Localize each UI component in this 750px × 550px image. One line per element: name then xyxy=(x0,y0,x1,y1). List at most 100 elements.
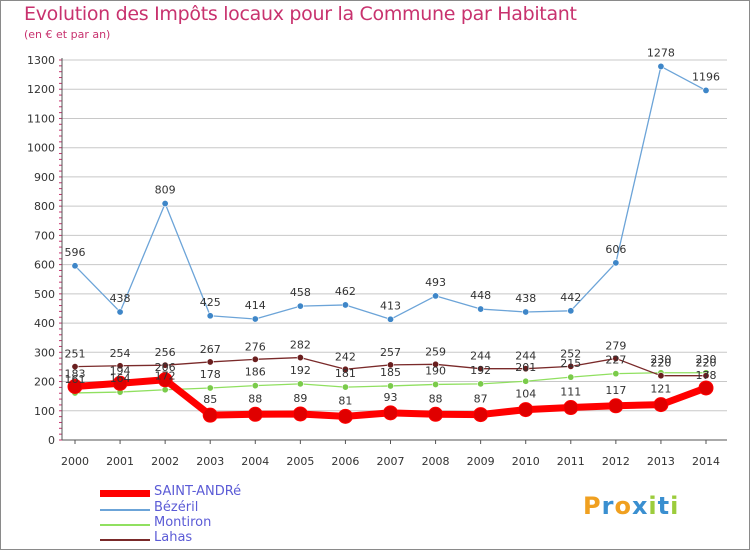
y-tick-label: 100 xyxy=(34,405,55,418)
data-point xyxy=(518,402,534,418)
data-label: 215 xyxy=(560,357,581,370)
data-point xyxy=(161,386,169,394)
data-point xyxy=(161,200,169,208)
x-tick-label: 2014 xyxy=(692,455,720,468)
data-point xyxy=(71,363,79,371)
logo-letter: i xyxy=(648,492,658,520)
data-point xyxy=(116,362,124,370)
data-label: 251 xyxy=(65,348,86,361)
data-label: 178 xyxy=(200,368,221,381)
y-tick-label: 800 xyxy=(34,200,55,213)
data-point xyxy=(251,355,259,363)
y-tick-label: 900 xyxy=(34,171,55,184)
data-label: 190 xyxy=(425,364,446,377)
x-tick-label: 2012 xyxy=(602,455,630,468)
data-point xyxy=(341,383,349,391)
data-label: 257 xyxy=(380,346,401,359)
y-tick-label: 500 xyxy=(34,288,55,301)
data-point xyxy=(473,407,489,423)
logo-letter: r xyxy=(601,492,615,520)
data-point xyxy=(296,302,304,310)
data-point xyxy=(567,362,575,370)
data-point xyxy=(608,398,624,414)
data-point xyxy=(386,315,394,323)
data-point xyxy=(432,380,440,388)
data-label: 201 xyxy=(515,361,536,374)
data-label: 185 xyxy=(380,366,401,379)
data-label: 438 xyxy=(110,292,131,305)
data-label: 1196 xyxy=(692,70,720,83)
legend-swatch xyxy=(100,490,150,497)
logo-letter: P xyxy=(583,492,602,520)
data-label: 220 xyxy=(650,357,671,370)
y-tick-label: 200 xyxy=(34,376,55,389)
data-label: 220 xyxy=(696,357,717,370)
data-label: 1278 xyxy=(647,46,675,59)
x-tick-label: 2011 xyxy=(557,455,585,468)
y-tick-label: 1200 xyxy=(27,83,55,96)
legend-label: SAINT-ANDRé xyxy=(154,484,242,499)
data-point xyxy=(477,380,485,388)
data-label: 254 xyxy=(110,347,131,360)
data-point xyxy=(567,307,575,315)
data-label: 596 xyxy=(65,246,86,259)
data-label: 230 xyxy=(696,353,717,366)
data-label: 442 xyxy=(560,291,581,304)
data-point xyxy=(206,312,214,320)
legend-swatch xyxy=(100,524,150,526)
chart-title: Evolution des Impôts locaux pour la Comm… xyxy=(24,3,577,25)
data-label: 227 xyxy=(605,354,626,367)
data-label: 87 xyxy=(474,393,488,406)
data-point xyxy=(612,370,620,378)
x-tick-label: 2009 xyxy=(467,455,495,468)
data-label: 104 xyxy=(515,388,536,401)
x-tick-label: 2005 xyxy=(286,455,314,468)
chart-subtitle: (en € et par an) xyxy=(24,28,111,41)
y-tick-label: 700 xyxy=(34,229,55,242)
data-point xyxy=(337,408,353,424)
data-point xyxy=(567,373,575,381)
data-label: 276 xyxy=(245,340,266,353)
data-label: 111 xyxy=(560,386,581,399)
data-point xyxy=(432,360,440,368)
data-point xyxy=(477,305,485,313)
data-label: 244 xyxy=(515,350,536,363)
data-label: 252 xyxy=(560,347,581,360)
data-point xyxy=(296,380,304,388)
data-label: 282 xyxy=(290,339,311,352)
data-label: 267 xyxy=(200,343,221,356)
data-point xyxy=(206,358,214,366)
x-tick-label: 2008 xyxy=(422,455,450,468)
data-point xyxy=(341,365,349,373)
logo-letter: t xyxy=(657,492,671,520)
data-label: 121 xyxy=(650,383,671,396)
data-label: 606 xyxy=(605,243,626,256)
data-label: 172 xyxy=(155,370,176,383)
data-point xyxy=(702,372,710,380)
data-label: 85 xyxy=(203,393,217,406)
legend-swatch xyxy=(100,509,150,511)
data-label: 183 xyxy=(65,368,86,381)
data-label: 414 xyxy=(245,299,266,312)
data-label: 413 xyxy=(380,299,401,312)
logo-letter: x xyxy=(631,492,649,520)
data-label: 230 xyxy=(650,353,671,366)
data-label: 458 xyxy=(290,286,311,299)
data-point xyxy=(612,259,620,267)
x-tick-label: 2002 xyxy=(151,455,179,468)
data-point xyxy=(247,406,263,422)
data-label: 809 xyxy=(155,184,176,197)
data-label: 81 xyxy=(338,394,352,407)
data-point xyxy=(657,372,665,380)
x-tick-label: 2003 xyxy=(196,455,224,468)
data-point xyxy=(383,405,398,421)
data-label: 88 xyxy=(248,392,262,405)
x-tick-label: 2013 xyxy=(647,455,675,468)
data-point xyxy=(71,262,79,270)
data-label: 438 xyxy=(515,292,536,305)
data-point xyxy=(251,382,259,390)
data-label: 425 xyxy=(200,296,221,309)
data-point xyxy=(653,397,669,413)
logo-letter: o xyxy=(614,492,632,520)
